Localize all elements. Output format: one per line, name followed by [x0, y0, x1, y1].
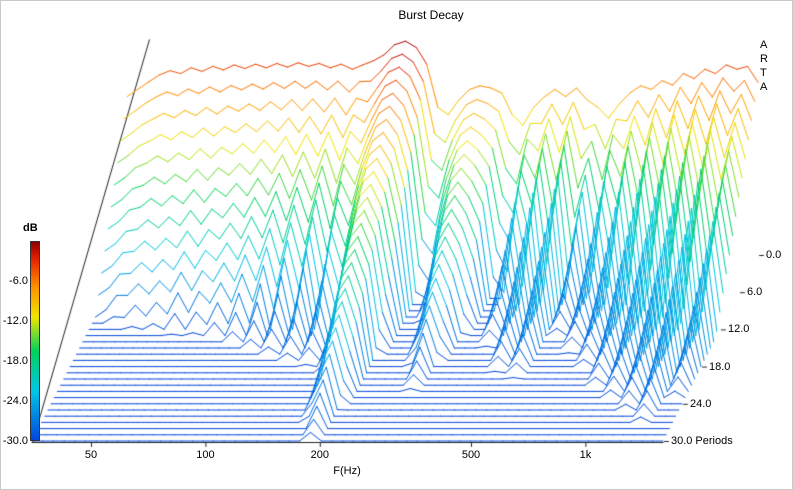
period-tick-label: 0.0: [765, 249, 782, 261]
period-tick-label: 30.0 Periods: [670, 435, 733, 447]
colorbar-gradient: [30, 241, 40, 441]
colorbar-tick-label: -24.0: [2, 395, 28, 407]
colorbar-tick-label: -30.0: [2, 435, 28, 447]
colorbar-tick-label: -6.0: [9, 275, 28, 287]
colorbar-tick-label: -12.0: [2, 315, 28, 327]
x-axis-tick-label: 100: [196, 449, 215, 461]
period-tick-label: 18.0: [708, 360, 731, 373]
arta-watermark-letter: R: [760, 53, 768, 65]
chart-title: Burst Decay: [398, 8, 464, 22]
colorbar-db-label: dB: [23, 222, 38, 234]
colorbar-tick-label: -18.0: [2, 355, 28, 367]
x-axis-tick-label: 1k: [579, 449, 592, 461]
period-tick-label: 6.0: [746, 286, 763, 299]
x-axis-tick-label: 50: [84, 449, 98, 461]
x-axis-tick-label: 500: [461, 449, 481, 461]
period-tick-label: 12.0: [727, 323, 750, 336]
arta-watermark-letter: A: [760, 81, 768, 93]
x-axis-tick-label: 200: [310, 449, 329, 461]
period-tick-label: 24.0: [689, 397, 712, 410]
arta-watermark-letter: T: [760, 67, 767, 79]
arta-watermark-letter: A: [760, 39, 768, 51]
x-axis-label: F(Hz): [333, 465, 361, 477]
